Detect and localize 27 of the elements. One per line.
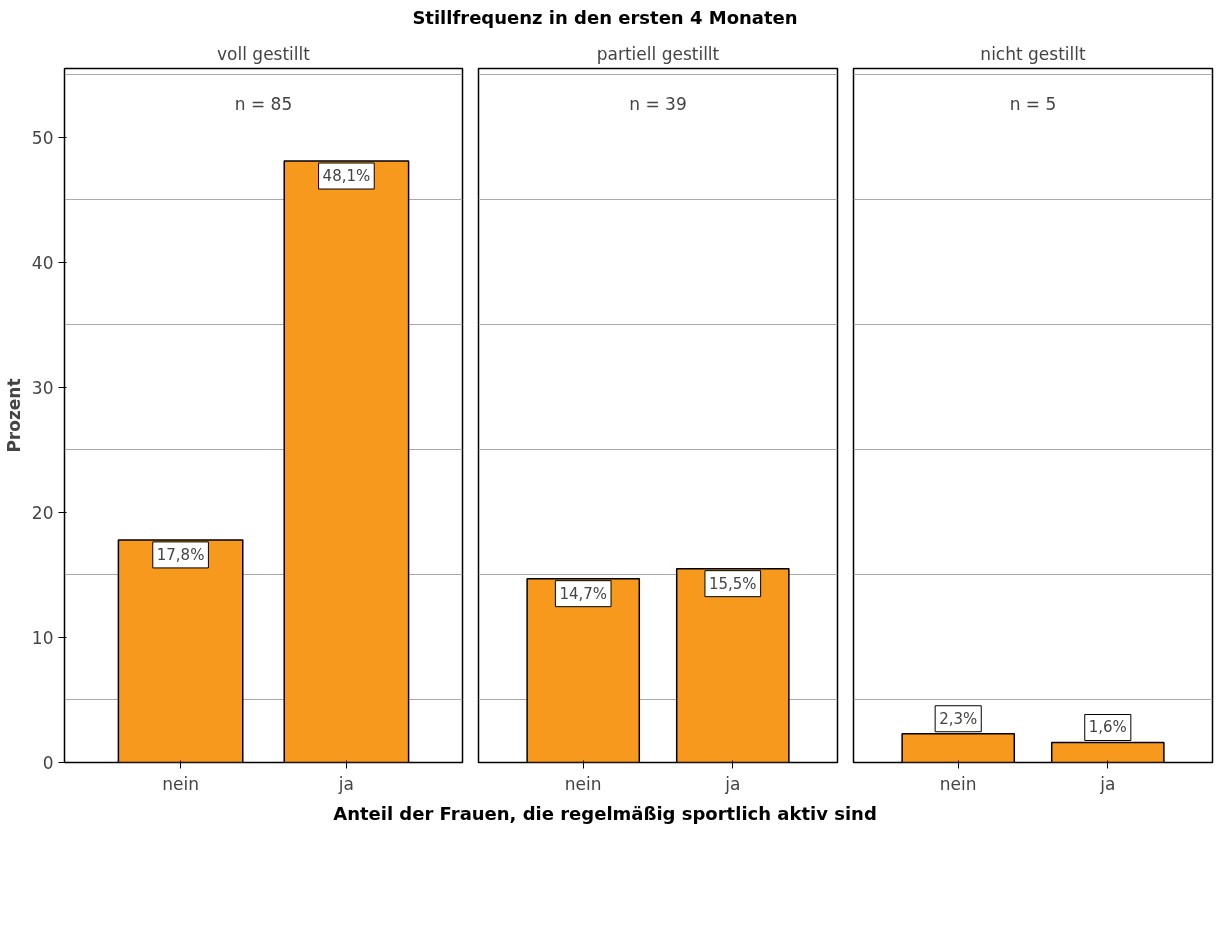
chart-subtitle: partiell gestillt bbox=[596, 43, 720, 64]
y-tick-label: 50 bbox=[31, 127, 54, 148]
chart-title: Stillfrequenz in den ersten 4 Monaten bbox=[412, 6, 798, 30]
y-axis-title: Prozent bbox=[3, 378, 24, 453]
y-tick-label: 10 bbox=[31, 627, 54, 648]
annotation: n = 85 bbox=[234, 93, 293, 114]
y-tick-label: 40 bbox=[31, 252, 54, 273]
x-tick-label: ja bbox=[724, 773, 741, 794]
x-tick-label: ja bbox=[337, 773, 354, 794]
y-tick-label: 20 bbox=[31, 502, 54, 523]
data-label: 1,6% bbox=[1088, 718, 1127, 737]
x-tick-label: nein bbox=[564, 773, 602, 794]
data-label: 48,1% bbox=[322, 166, 371, 185]
chart-subtitle: voll gestillt bbox=[217, 43, 311, 64]
annotation: n = 39 bbox=[629, 93, 687, 114]
annotation: n = 5 bbox=[1009, 93, 1057, 114]
y-tick-label: 0 bbox=[42, 752, 54, 773]
data-label: 15,5% bbox=[708, 574, 757, 593]
data-label: 17,8% bbox=[156, 545, 205, 564]
data-label: 14,7% bbox=[559, 584, 608, 603]
x-axis-title: Anteil der Frauen, die regelmäßig sportlich aktiv sind bbox=[333, 801, 877, 826]
data-label: 2,3% bbox=[939, 709, 978, 728]
y-tick-label: 30 bbox=[31, 377, 54, 398]
x-tick-label: nein bbox=[939, 773, 977, 794]
x-tick-label: nein bbox=[162, 773, 199, 794]
x-tick-label: ja bbox=[1099, 773, 1116, 794]
chart-subtitle: nicht gestillt bbox=[980, 43, 1086, 64]
